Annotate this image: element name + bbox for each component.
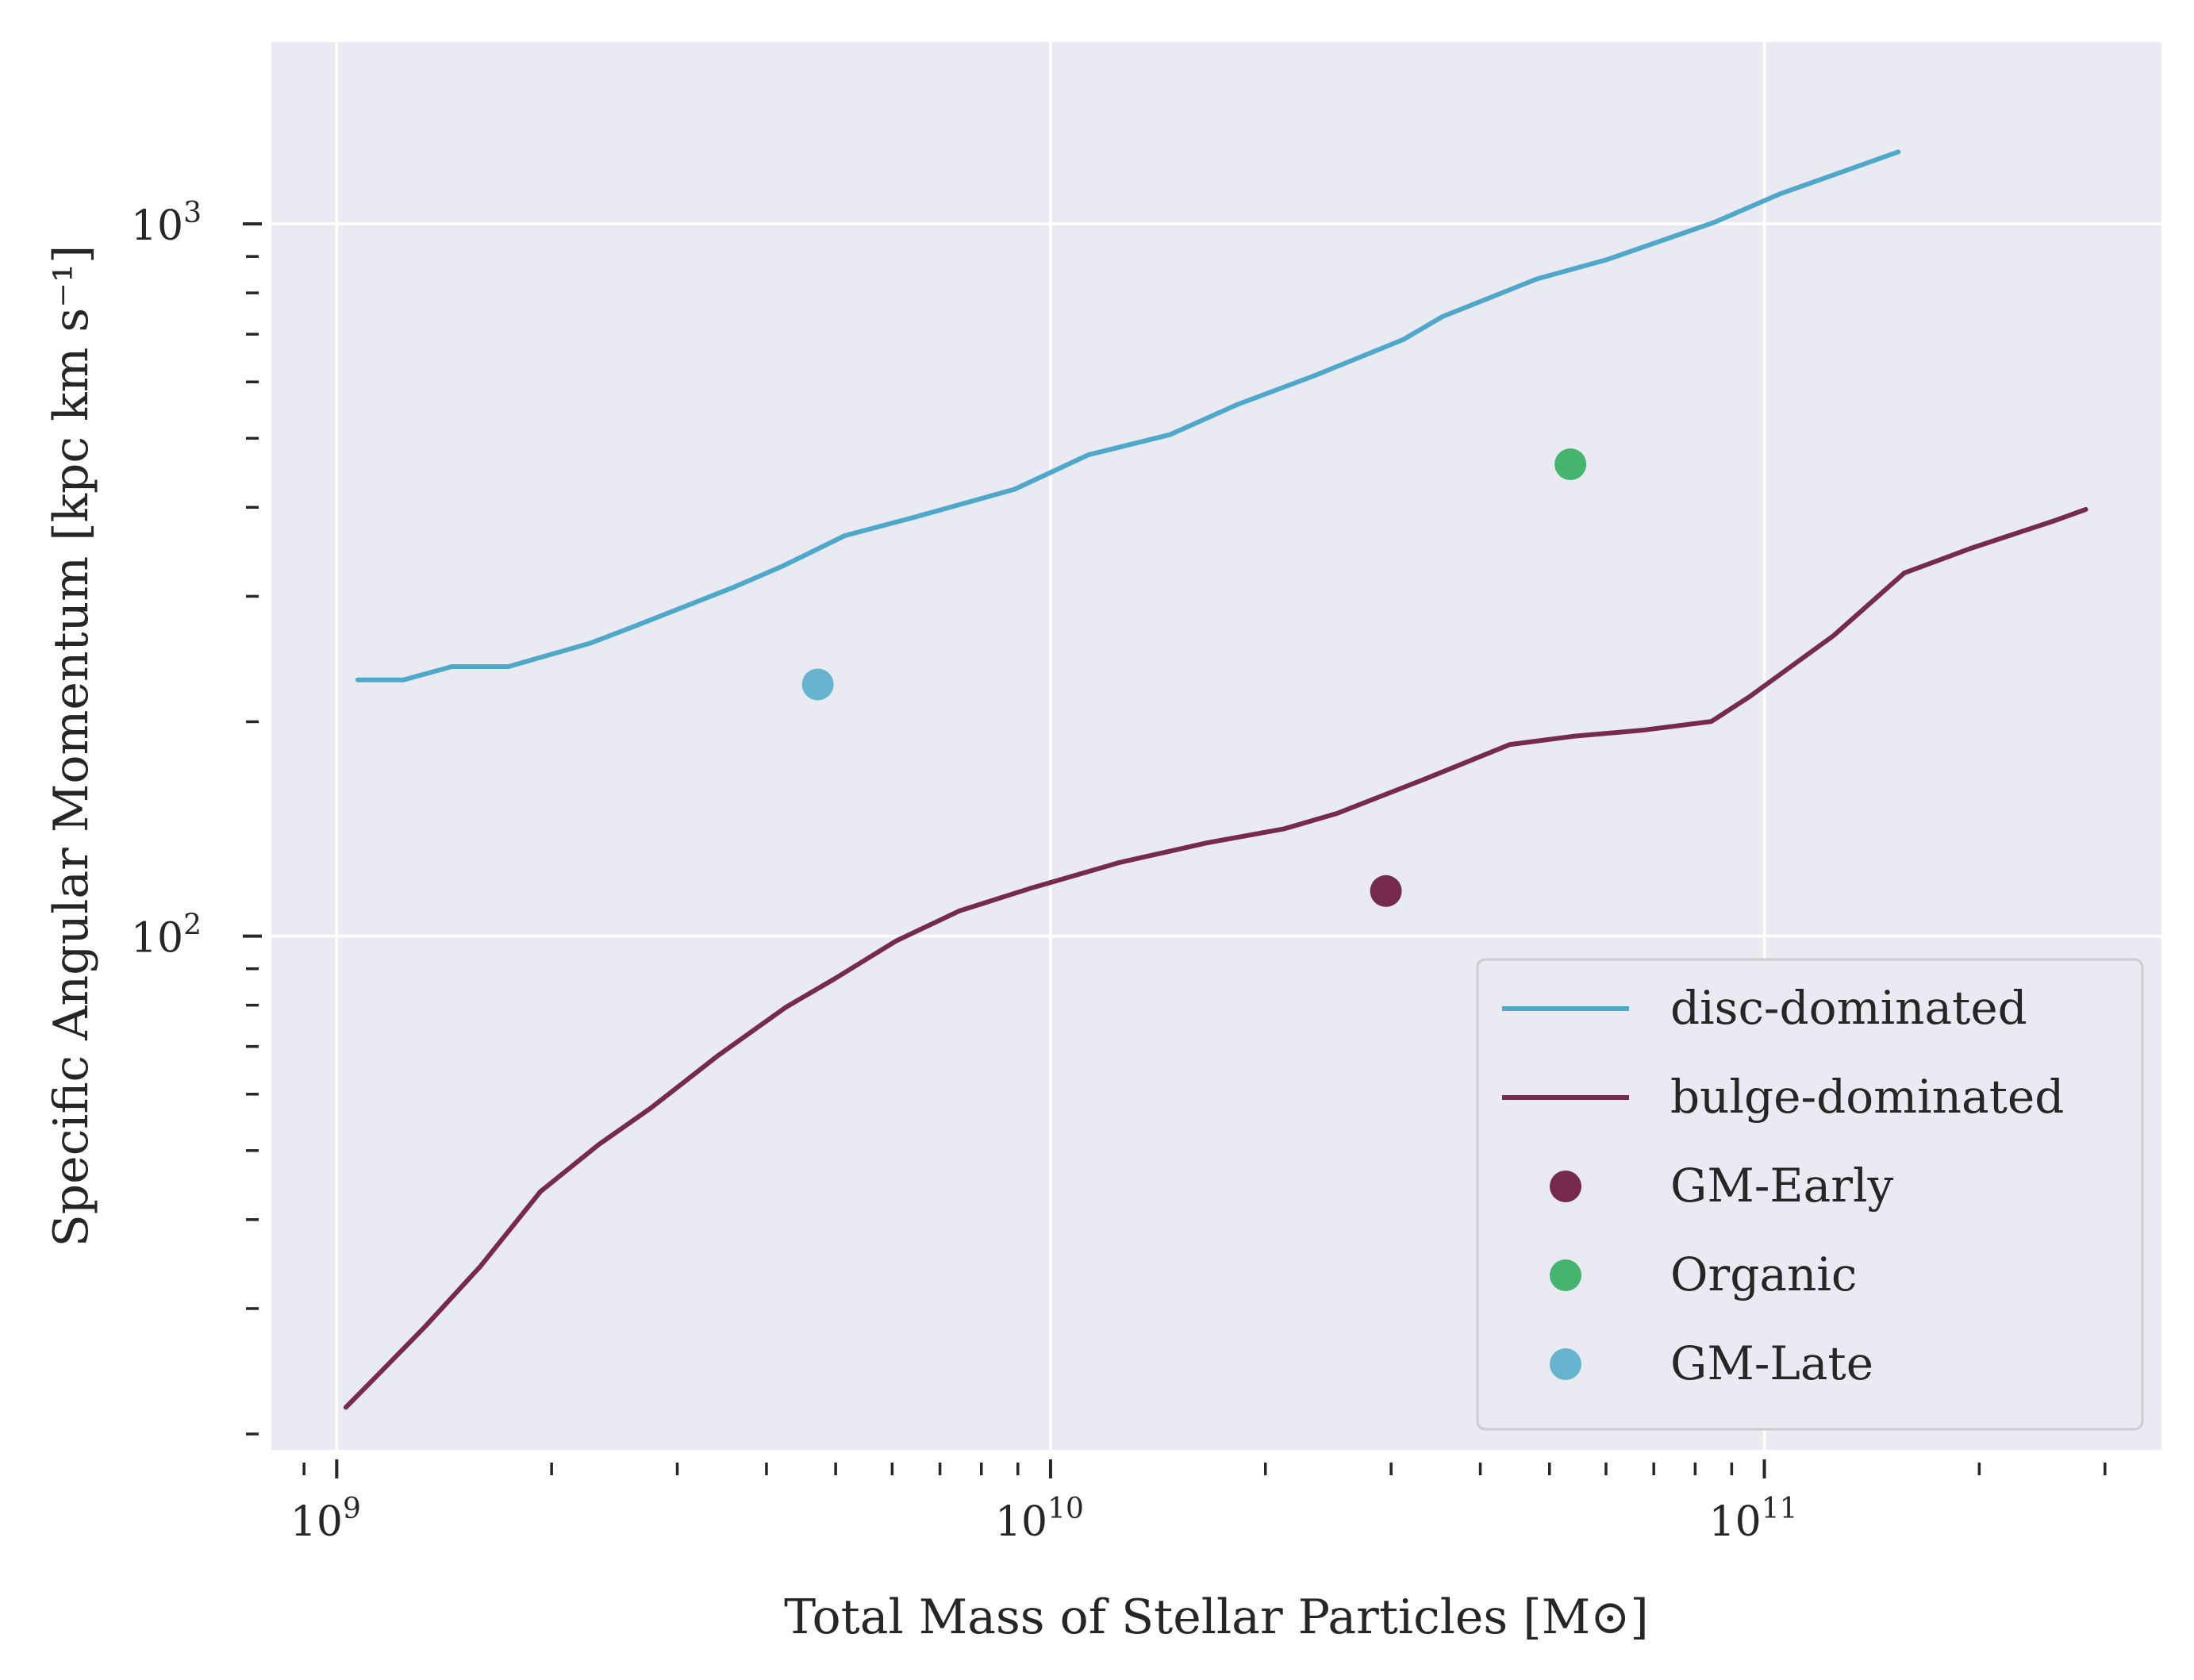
grid-lines bbox=[271, 42, 2161, 1450]
x-tick-label: 1011 bbox=[1709, 1493, 1798, 1546]
legend: disc-dominated bulge-dominated GM-Early Org… bbox=[1476, 958, 2144, 1431]
x-axis-label: Total Mass of Stellar Particles [M⊙] bbox=[784, 1590, 1649, 1645]
data-point-gm-early bbox=[1370, 875, 1402, 907]
data-point-gm-late bbox=[801, 668, 834, 701]
x-axis-ticks bbox=[302, 1459, 2107, 1478]
legend-swatch-gm-early bbox=[1550, 1171, 1581, 1202]
legend-label-organic: Organic bbox=[1670, 1248, 1857, 1301]
series-line-disc-dominated bbox=[355, 149, 1901, 682]
data-point-organic bbox=[1554, 448, 1587, 481]
x-tick-labels: 109 1010 1011 bbox=[290, 1493, 1798, 1546]
y-tick-label: 102 bbox=[131, 909, 202, 963]
legend-label-disc-dominated: disc-dominated bbox=[1670, 981, 2027, 1035]
legend-swatch-organic bbox=[1550, 1259, 1581, 1291]
legend-label-gm-early: GM-Early bbox=[1670, 1159, 1894, 1213]
y-axis-ticks bbox=[243, 222, 262, 1436]
series-line-bulge-dominated bbox=[343, 506, 2088, 1410]
legend-box bbox=[1476, 958, 2144, 1431]
y-tick-label: 103 bbox=[131, 197, 202, 250]
x-tick-label: 109 bbox=[290, 1493, 361, 1546]
series-layer bbox=[343, 149, 2088, 1410]
legend-label-bulge-dominated: bulge-dominated bbox=[1670, 1070, 2064, 1124]
y-tick-labels: 102 103 bbox=[131, 197, 202, 963]
x-tick-label: 1010 bbox=[995, 1493, 1084, 1546]
y-axis-label: Specific Angular Momentum [kpc km s⁻¹] bbox=[44, 245, 99, 1248]
legend-label-gm-late: GM-Late bbox=[1670, 1336, 1873, 1390]
legend-swatch-gm-late bbox=[1550, 1348, 1581, 1380]
